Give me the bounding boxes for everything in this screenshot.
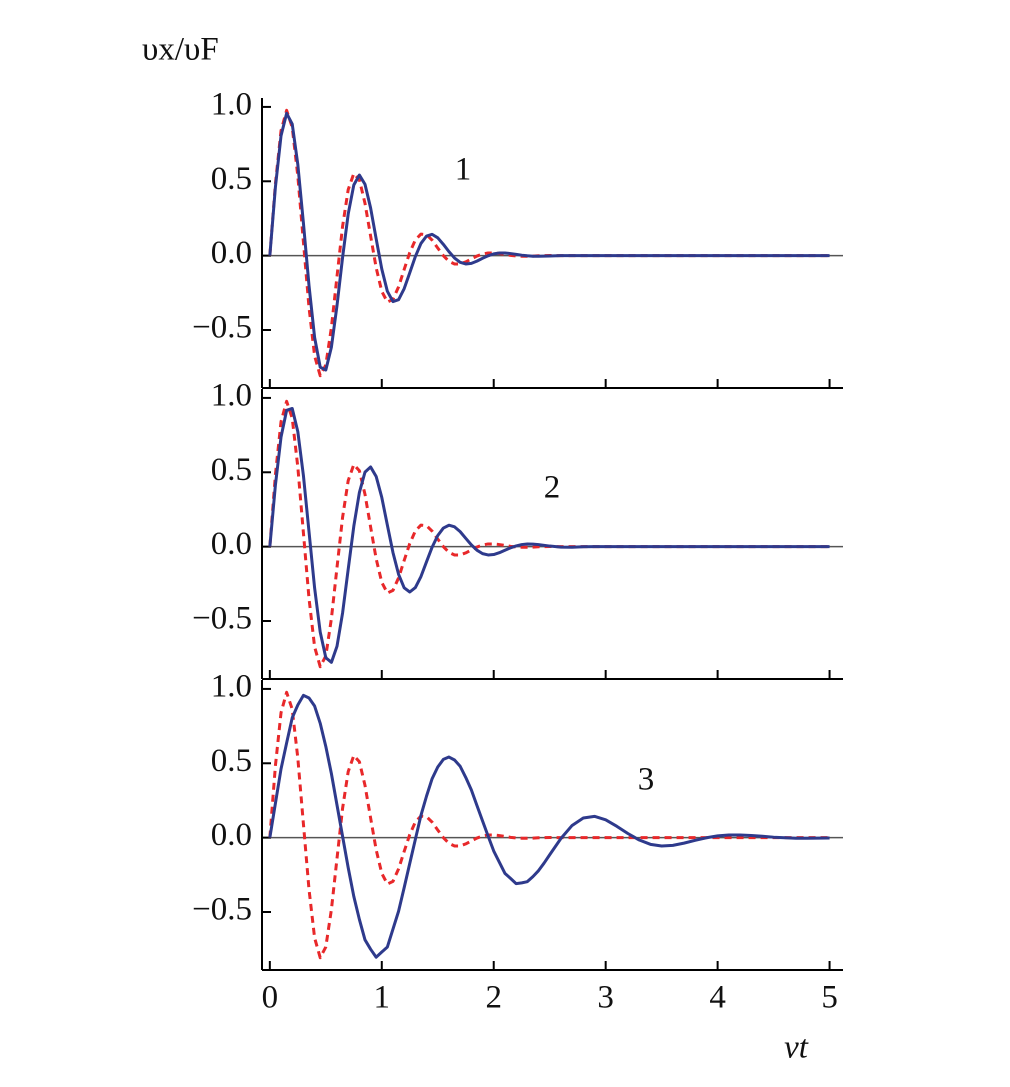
x-tick-label: 4 — [709, 980, 726, 1016]
y-axis-label: υx/υF — [142, 32, 219, 68]
y-tick-label: 0.5 — [211, 452, 252, 488]
x-tick-label: 5 — [821, 980, 838, 1016]
x-tick-label: 1 — [374, 980, 391, 1016]
y-tick-label: 1.0 — [211, 87, 252, 123]
y-tick-label: 0.5 — [211, 161, 252, 197]
x-tick-label: 3 — [597, 980, 614, 1016]
series-line — [268, 108, 830, 378]
y-tick-label: 0.0 — [211, 817, 252, 853]
y-tick-label: 1.0 — [211, 669, 252, 705]
y-tick-label: 0.0 — [211, 526, 252, 562]
x-tick-label: 2 — [485, 980, 502, 1016]
y-tick-label: −0.5 — [192, 310, 252, 346]
y-tick-label: 0.0 — [211, 235, 252, 271]
panel-label: 1 — [455, 152, 472, 188]
x-axis-label: vt — [784, 1030, 809, 1066]
panel-label: 3 — [638, 762, 655, 798]
series-line — [268, 406, 830, 664]
series-line — [268, 111, 830, 372]
y-tick-label: 0.5 — [211, 743, 252, 779]
panel-label: 2 — [544, 470, 561, 506]
y-tick-label: 1.0 — [211, 378, 252, 414]
series-line — [268, 693, 830, 959]
y-tick-label: −0.5 — [192, 892, 252, 928]
y-tick-label: −0.5 — [192, 601, 252, 637]
x-tick-label: 0 — [262, 980, 279, 1016]
series-line — [268, 690, 830, 960]
